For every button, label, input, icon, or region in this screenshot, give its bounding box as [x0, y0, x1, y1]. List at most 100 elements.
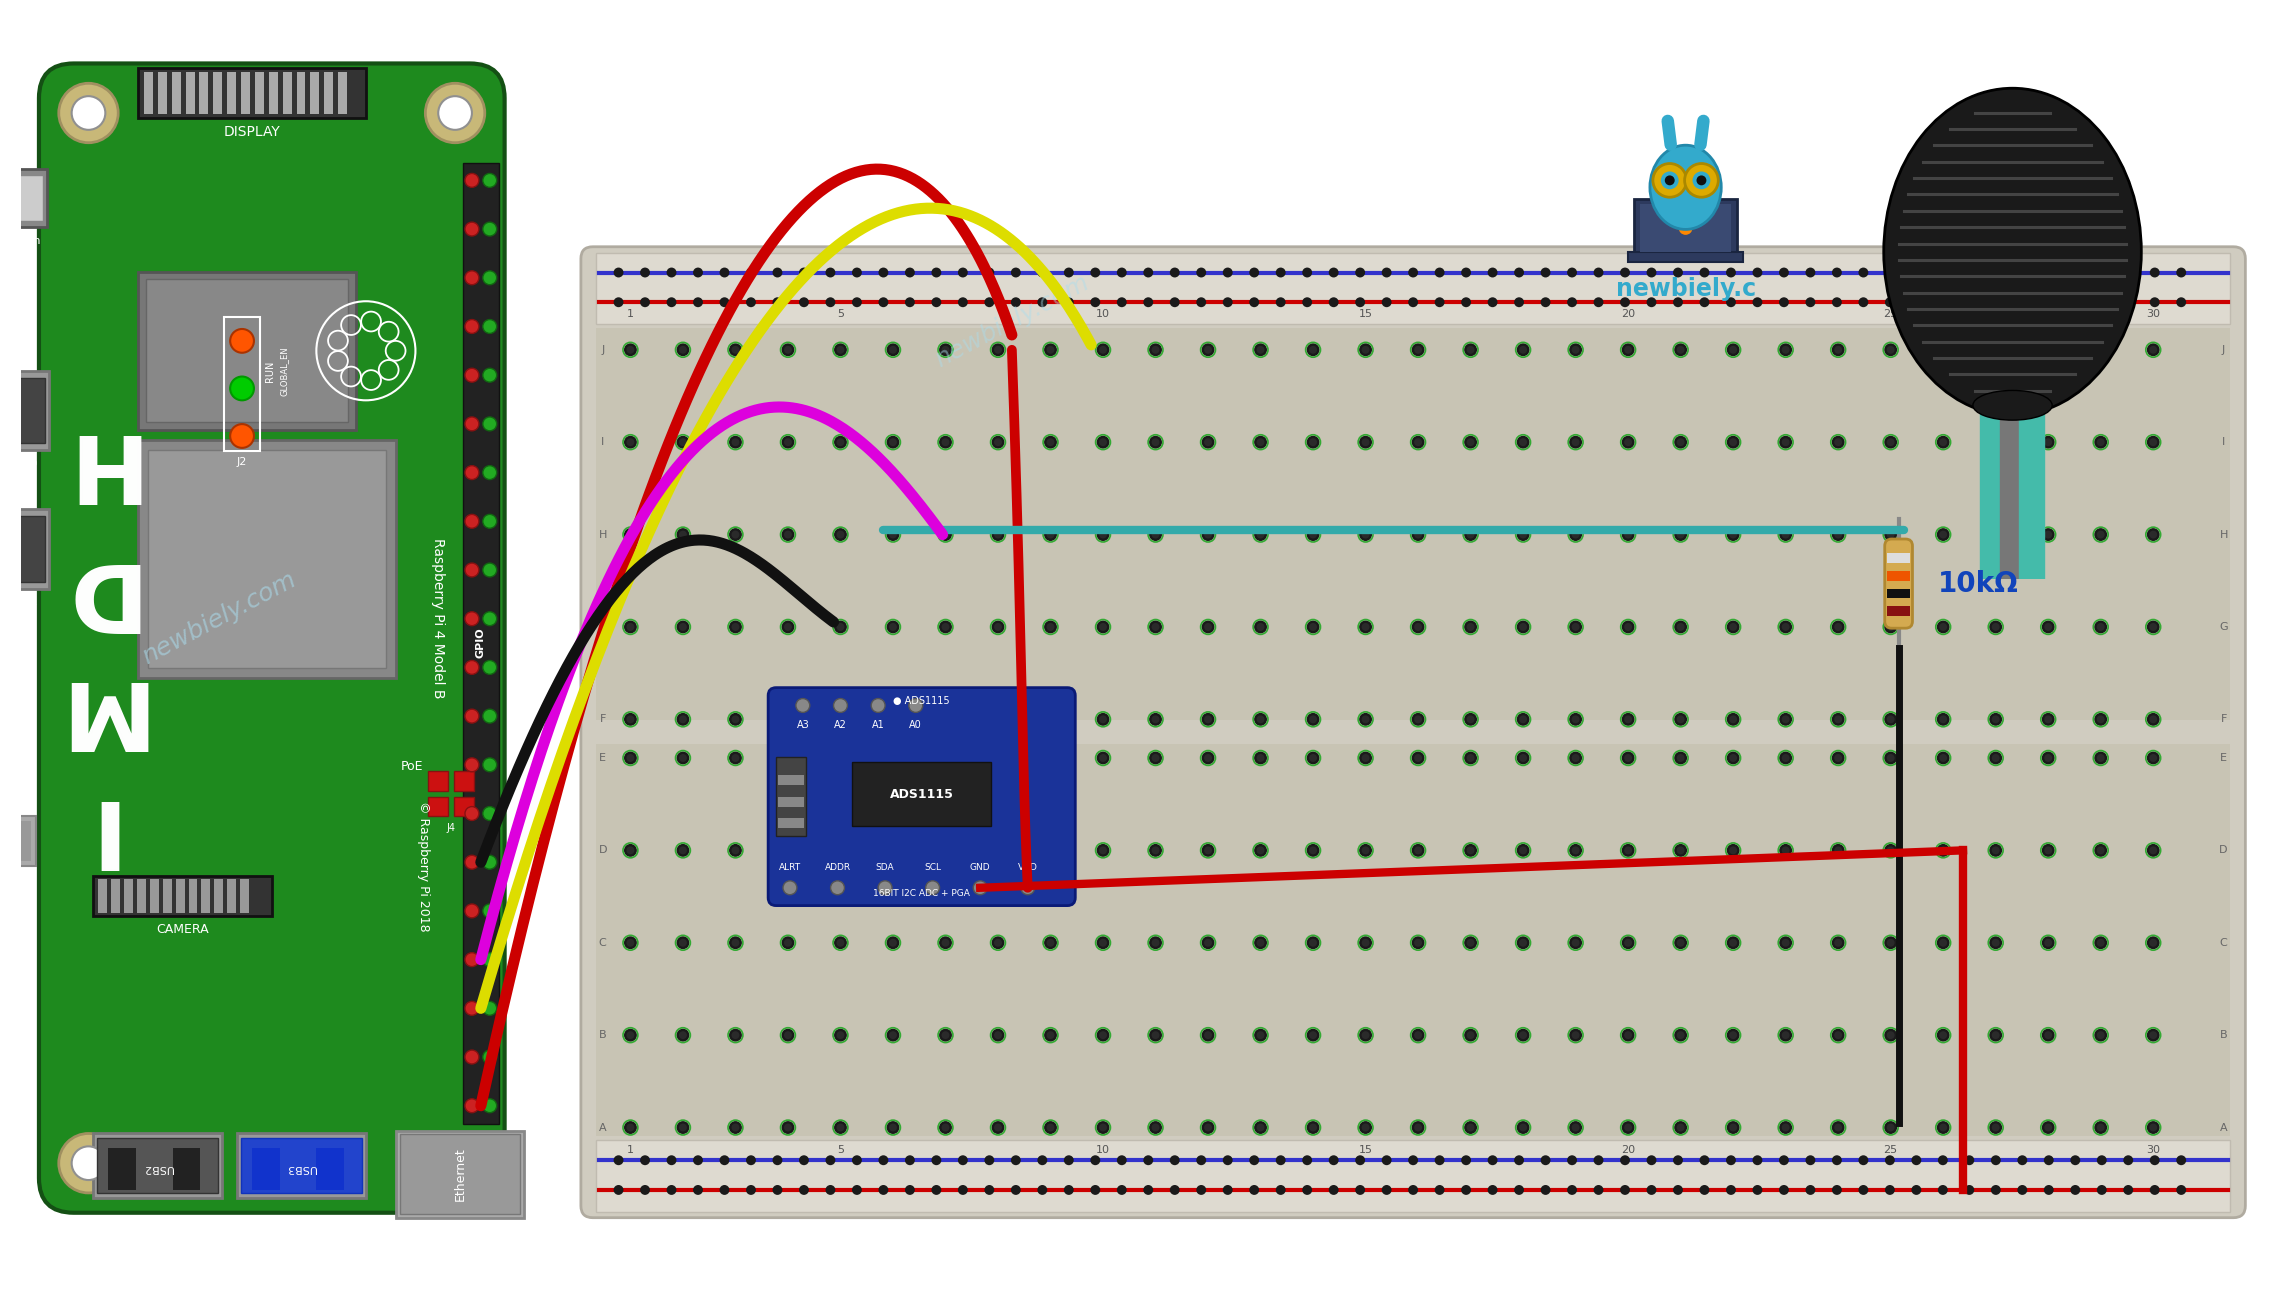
Text: 10: 10 — [1096, 309, 1110, 319]
Circle shape — [1254, 620, 1268, 633]
Circle shape — [692, 1185, 703, 1195]
Circle shape — [1412, 844, 1425, 857]
Circle shape — [991, 344, 1005, 356]
Circle shape — [439, 1146, 473, 1180]
Circle shape — [1779, 267, 1788, 278]
Circle shape — [1256, 938, 1265, 946]
Circle shape — [957, 297, 968, 308]
Circle shape — [1361, 715, 1370, 723]
Circle shape — [939, 436, 952, 449]
Text: G: G — [598, 622, 608, 632]
Circle shape — [1624, 439, 1633, 447]
Circle shape — [425, 1133, 484, 1193]
Circle shape — [834, 752, 847, 765]
Circle shape — [1466, 623, 1475, 631]
Circle shape — [1567, 1155, 1576, 1166]
Circle shape — [1569, 528, 1583, 541]
Circle shape — [719, 297, 729, 308]
Circle shape — [1884, 1155, 1896, 1166]
Bar — [317, 1149, 345, 1190]
Circle shape — [1256, 1031, 1265, 1040]
Circle shape — [2069, 1185, 2081, 1195]
Circle shape — [1306, 620, 1320, 633]
Circle shape — [1624, 531, 1633, 539]
Circle shape — [834, 1029, 847, 1041]
Circle shape — [1204, 754, 1213, 762]
Circle shape — [1569, 936, 1583, 949]
Circle shape — [2042, 620, 2056, 633]
Circle shape — [1409, 1185, 1418, 1195]
Circle shape — [888, 439, 898, 447]
Bar — [852, 762, 991, 827]
Text: 20: 20 — [1622, 1145, 1635, 1155]
Circle shape — [1571, 846, 1581, 854]
Circle shape — [1647, 1155, 1656, 1166]
Circle shape — [1256, 531, 1265, 539]
Circle shape — [941, 1031, 950, 1040]
Circle shape — [836, 846, 845, 854]
Circle shape — [678, 531, 687, 539]
Bar — [212, 73, 222, 114]
Circle shape — [1729, 754, 1738, 762]
Circle shape — [1089, 1185, 1101, 1195]
Circle shape — [1046, 439, 1055, 447]
Circle shape — [904, 1155, 916, 1166]
Circle shape — [1412, 936, 1425, 949]
Circle shape — [991, 1121, 1005, 1134]
Text: SDA: SDA — [875, 863, 895, 872]
Circle shape — [1044, 1121, 1057, 1134]
Circle shape — [1414, 1124, 1423, 1132]
Circle shape — [1887, 623, 1896, 631]
Bar — [98, 1138, 219, 1193]
Circle shape — [1727, 1155, 1736, 1166]
Circle shape — [772, 1185, 783, 1195]
Circle shape — [482, 466, 496, 479]
Circle shape — [1727, 436, 1740, 449]
Circle shape — [2149, 297, 2161, 308]
Circle shape — [984, 1155, 994, 1166]
Bar — [199, 73, 208, 114]
Circle shape — [1361, 623, 1370, 631]
Circle shape — [1782, 439, 1791, 447]
Bar — [338, 73, 347, 114]
Circle shape — [994, 1124, 1003, 1132]
Circle shape — [626, 345, 635, 354]
Circle shape — [836, 1124, 845, 1132]
Text: B: B — [598, 1031, 608, 1040]
Circle shape — [1089, 1155, 1101, 1166]
Circle shape — [834, 844, 847, 857]
Circle shape — [2044, 297, 2053, 308]
Text: 1: 1 — [626, 1145, 635, 1155]
Bar — [311, 73, 320, 114]
Circle shape — [1989, 528, 2003, 541]
Text: E: E — [598, 753, 605, 763]
Circle shape — [991, 844, 1005, 857]
Circle shape — [941, 345, 950, 354]
Circle shape — [1832, 936, 1845, 949]
Circle shape — [1201, 436, 1215, 449]
Circle shape — [888, 623, 898, 631]
Circle shape — [886, 620, 900, 633]
Circle shape — [1674, 1185, 1683, 1195]
Circle shape — [1519, 938, 1528, 946]
Text: Ethernet: Ethernet — [455, 1147, 466, 1201]
Circle shape — [1964, 297, 1973, 308]
Circle shape — [1571, 1031, 1581, 1040]
Circle shape — [941, 846, 950, 854]
Circle shape — [1096, 713, 1110, 726]
Text: DISPLAY: DISPLAY — [224, 125, 281, 139]
Circle shape — [1044, 436, 1057, 449]
Circle shape — [1046, 531, 1055, 539]
Text: A: A — [598, 1123, 608, 1133]
Circle shape — [1044, 713, 1057, 726]
Circle shape — [439, 96, 473, 130]
Circle shape — [676, 713, 690, 726]
Circle shape — [1149, 1029, 1163, 1041]
Circle shape — [991, 620, 1005, 633]
Circle shape — [1832, 297, 1841, 308]
Circle shape — [71, 1146, 105, 1180]
Circle shape — [1149, 620, 1163, 633]
Circle shape — [1676, 1124, 1686, 1132]
Circle shape — [1729, 345, 1738, 354]
Circle shape — [1464, 936, 1478, 949]
